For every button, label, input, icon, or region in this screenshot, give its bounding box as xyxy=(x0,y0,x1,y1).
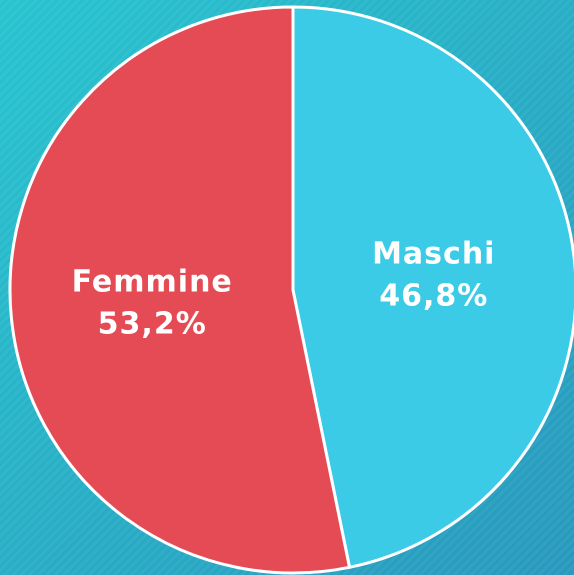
slice-value-label: 46,8% xyxy=(379,278,488,313)
pie-slice xyxy=(8,5,352,575)
slice-value-label: 53,2% xyxy=(98,307,207,342)
pie xyxy=(8,5,574,575)
pie-slice xyxy=(291,5,574,569)
slice-label: Femmine xyxy=(72,265,233,300)
slice-label: Maschi xyxy=(372,236,495,271)
